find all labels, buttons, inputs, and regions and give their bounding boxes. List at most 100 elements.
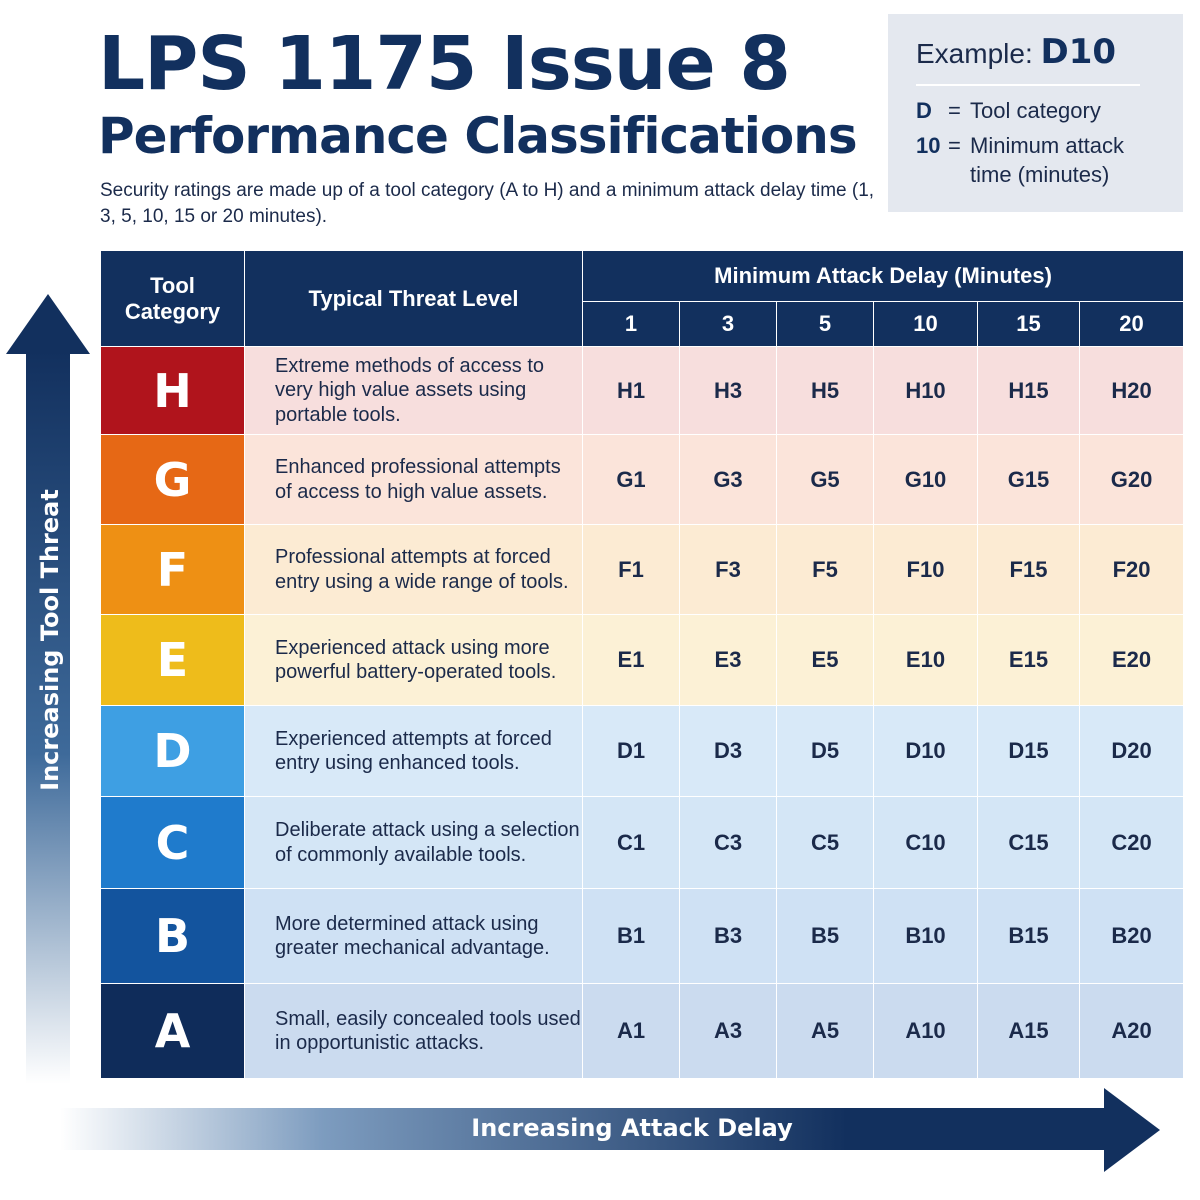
table-row: C Deliberate attack using a selection of …: [100, 796, 1185, 889]
title-line-1: LPS 1175 Issue 8: [98, 21, 791, 107]
rating-cell: B10: [873, 888, 978, 984]
header-delay-1: 1: [582, 301, 680, 347]
table-row: D Experienced attempts at forced entry us…: [100, 705, 1185, 797]
table-row: F Professional attempts at forced entry u…: [100, 524, 1185, 615]
rating-cell: G3: [679, 434, 777, 525]
arrow-up-icon: [6, 294, 90, 354]
threat-cell: Small, easily concealed tools used in op…: [244, 983, 583, 1079]
rating-cell: B3: [679, 888, 777, 984]
category-cell: G: [100, 434, 245, 525]
rating-cell: E5: [776, 614, 874, 706]
rating-cell: A5: [776, 983, 874, 1079]
rating-cell: F1: [582, 524, 680, 615]
category-cell: B: [100, 888, 245, 984]
table-row: B More determined attack using greater me…: [100, 888, 1185, 984]
category-cell: D: [100, 705, 245, 797]
rating-cell: D15: [977, 705, 1080, 797]
horizontal-axis-label: Increasing Attack Delay: [471, 1114, 793, 1142]
rating-cell: G5: [776, 434, 874, 525]
horizontal-axis-shaft: [60, 1108, 1110, 1150]
threat-cell: Experienced attempts at forced entry usi…: [244, 705, 583, 797]
example-equals: =: [948, 98, 961, 123]
rating-cell: B1: [582, 888, 680, 984]
rating-cell: H1: [582, 346, 680, 435]
example-equals: =: [948, 133, 961, 158]
rating-cell: A15: [977, 983, 1080, 1079]
table-row: G Enhanced professional attempts of acces…: [100, 434, 1185, 525]
title-line-2: Performance Classifications: [98, 107, 858, 165]
rating-cell: F3: [679, 524, 777, 615]
example-label: Example:: [916, 38, 1033, 69]
header-delay-5: 5: [776, 301, 874, 347]
table-row: H Extreme methods of access to very high …: [100, 346, 1185, 435]
header-delay-20: 20: [1078, 301, 1185, 347]
rating-cell: D1: [582, 705, 680, 797]
category-cell: F: [100, 524, 245, 615]
rating-cell: E15: [977, 614, 1080, 706]
example-value: Tool category: [970, 98, 1101, 123]
threat-cell: More determined attack using greater mec…: [244, 888, 583, 984]
threat-cell: Enhanced professional attempts of access…: [244, 434, 583, 525]
arrow-right-icon: [1104, 1088, 1160, 1172]
header-delay-15: 15: [977, 301, 1080, 347]
example-value: Minimum attack time (minutes): [970, 133, 1125, 187]
rating-cell: C20: [1078, 796, 1185, 889]
example-row: D = Tool category: [916, 96, 1183, 125]
rating-cell: D3: [679, 705, 777, 797]
header-delay-3: 3: [679, 301, 777, 347]
category-cell: E: [100, 614, 245, 706]
example-key: D: [916, 98, 932, 123]
header-delay-10: 10: [873, 301, 978, 347]
rating-cell: D20: [1078, 705, 1185, 797]
rating-cell: H10: [873, 346, 978, 435]
rating-cell: F20: [1078, 524, 1185, 615]
table-row: E Experienced attack using more powerful …: [100, 614, 1185, 706]
example-row: 10 = Minimum attack time (minutes): [916, 131, 1183, 189]
threat-cell: Deliberate attack using a selection of c…: [244, 796, 583, 889]
rating-cell: B5: [776, 888, 874, 984]
table-row: A Small, easily concealed tools used in o…: [100, 983, 1185, 1079]
rating-cell: C10: [873, 796, 978, 889]
rating-cell: H15: [977, 346, 1080, 435]
category-cell: A: [100, 983, 245, 1079]
vertical-axis-arrow: [6, 294, 90, 1084]
rating-cell: A3: [679, 983, 777, 1079]
threat-cell: Professional attempts at forced entry us…: [244, 524, 583, 615]
rating-cell: B20: [1078, 888, 1185, 984]
rating-cell: C1: [582, 796, 680, 889]
vertical-axis-label: Increasing Tool Threat: [36, 489, 64, 791]
rating-cell: F5: [776, 524, 874, 615]
category-cell: C: [100, 796, 245, 889]
example-heading: Example: D10: [916, 32, 1140, 86]
threat-cell: Extreme methods of access to very high v…: [244, 346, 583, 435]
rating-cell: D5: [776, 705, 874, 797]
rating-cell: H5: [776, 346, 874, 435]
header-tool-category: Tool Category: [100, 250, 245, 347]
rating-cell: H20: [1078, 346, 1185, 435]
example-code: D10: [1040, 32, 1117, 72]
category-cell: H: [100, 346, 245, 435]
rating-cell: H3: [679, 346, 777, 435]
rating-cell: B15: [977, 888, 1080, 984]
rating-cell: F10: [873, 524, 978, 615]
rating-cell: C15: [977, 796, 1080, 889]
rating-cell: D10: [873, 705, 978, 797]
vertical-axis-shaft: [26, 350, 70, 1084]
rating-cell: G1: [582, 434, 680, 525]
example-box: Example: D10 D = Tool category 10 = Mini…: [888, 14, 1183, 212]
rating-cell: G10: [873, 434, 978, 525]
threat-cell: Experienced attack using more powerful b…: [244, 614, 583, 706]
rating-cell: F15: [977, 524, 1080, 615]
rating-cell: E3: [679, 614, 777, 706]
rating-cell: G15: [977, 434, 1080, 525]
rating-cell: A1: [582, 983, 680, 1079]
rating-cell: E20: [1078, 614, 1185, 706]
rating-cell: E10: [873, 614, 978, 706]
page-title: LPS 1175 Issue 8 Performance Classificat…: [98, 21, 858, 166]
rating-cell: A10: [873, 983, 978, 1079]
subtitle: Security ratings are made up of a tool c…: [100, 180, 875, 227]
header-threat-level: Typical Threat Level: [244, 250, 583, 347]
example-key: 10: [916, 133, 941, 158]
classification-table: Tool Category Typical Threat Level Minim…: [100, 250, 1185, 1079]
header-attack-delay: Minimum Attack Delay (Minutes): [581, 250, 1185, 302]
